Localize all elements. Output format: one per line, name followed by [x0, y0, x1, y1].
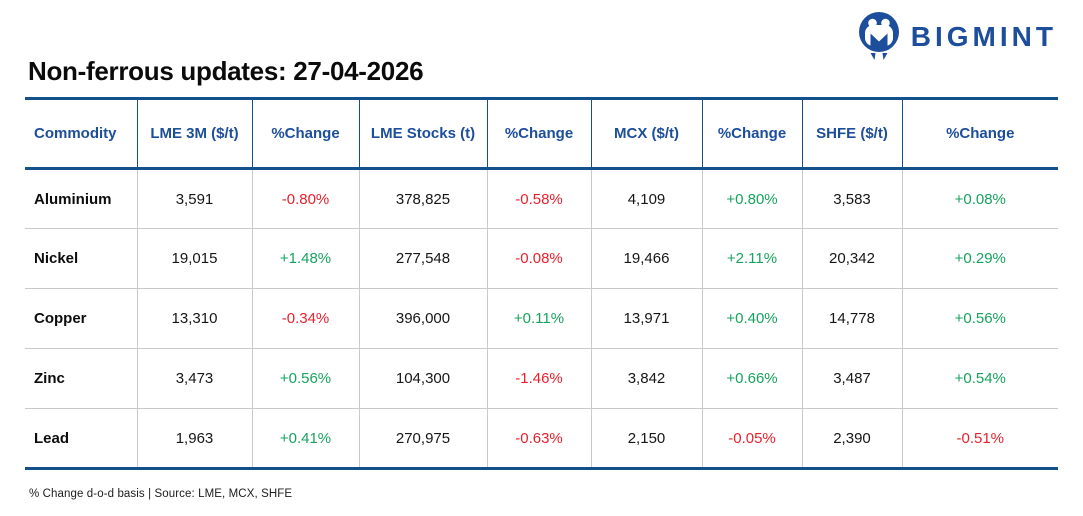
table-row: Copper 13,310 -0.34% 396,000 +0.11% 13,9…	[25, 288, 1058, 349]
brand-logo: BIGMINT	[858, 12, 1057, 62]
column-header-shfe: SHFE ($/t)	[802, 98, 903, 170]
change-cell: -0.08%	[487, 228, 592, 289]
price-cell: 3,842	[591, 348, 703, 409]
column-header-lme-stocks: LME Stocks (t)	[359, 98, 488, 170]
footnote: % Change d-o-d basis | Source: LME, MCX,…	[29, 488, 293, 500]
table-row: Nickel 19,015 +1.48% 277,548 -0.08% 19,4…	[25, 228, 1058, 289]
commodity-cell: Nickel	[25, 228, 138, 289]
header-row: Commodity LME 3M ($/t) %Change LME Stock…	[25, 98, 1058, 170]
change-cell: -0.51%	[902, 408, 1058, 469]
price-cell: 1,963	[137, 408, 253, 469]
change-cell: -0.80%	[252, 168, 360, 229]
change-cell: -0.34%	[252, 288, 360, 349]
commodity-cell: Aluminium	[25, 168, 138, 229]
price-cell: 3,487	[802, 348, 903, 409]
table-row: Lead 1,963 +0.41% 270,975 -0.63% 2,150 -…	[25, 408, 1058, 469]
table-row: Aluminium 3,591 -0.80% 378,825 -0.58% 4,…	[25, 168, 1058, 229]
price-cell: 19,466	[591, 228, 703, 289]
change-cell: -0.63%	[487, 408, 592, 469]
column-header-lme3m: LME 3M ($/t)	[137, 98, 253, 170]
commodity-cell: Zinc	[25, 348, 138, 409]
commodity-cell: Lead	[25, 408, 138, 469]
price-cell: 3,583	[802, 168, 903, 229]
price-cell: 13,971	[591, 288, 703, 349]
price-cell: 104,300	[359, 348, 488, 409]
price-cell: 396,000	[359, 288, 488, 349]
change-cell: +0.80%	[702, 168, 803, 229]
commodity-price-table: Commodity LME 3M ($/t) %Change LME Stock…	[25, 97, 1058, 470]
price-cell: 3,473	[137, 348, 253, 409]
column-header-lme3m-change: %Change	[252, 98, 360, 170]
change-cell: +0.40%	[702, 288, 803, 349]
column-header-mcx-change: %Change	[702, 98, 803, 170]
change-cell: +0.56%	[252, 348, 360, 409]
price-cell: 3,591	[137, 168, 253, 229]
change-cell: +0.56%	[902, 288, 1058, 349]
change-cell: -0.05%	[702, 408, 803, 469]
price-cell: 19,015	[137, 228, 253, 289]
bigmint-logo-icon	[858, 12, 899, 60]
brand-name: BIGMINT	[910, 21, 1057, 52]
price-cell: 14,778	[802, 288, 903, 349]
table-row: Zinc 3,473 +0.56% 104,300 -1.46% 3,842 +…	[25, 348, 1058, 409]
change-cell: +0.08%	[954, 190, 1006, 208]
change-cell: +2.11%	[702, 228, 803, 289]
price-cell: 20,342	[802, 228, 903, 289]
price-cell: 270,975	[359, 408, 488, 469]
page-title: Non-ferrous updates: 27-04-2026	[28, 56, 424, 86]
column-header-stocks-change: %Change	[487, 98, 592, 170]
column-header-mcx: MCX ($/t)	[591, 98, 703, 170]
change-cell: -0.58%	[487, 168, 592, 229]
price-cell: 2,390	[802, 408, 903, 469]
change-cell: -1.46%	[487, 348, 592, 409]
change-cell: +0.11%	[487, 288, 592, 349]
price-cell: 4,109	[591, 168, 703, 229]
change-cell: +0.41%	[252, 408, 360, 469]
commodity-cell: Copper	[25, 288, 138, 349]
price-cell: 378,825	[359, 168, 488, 229]
change-cell: +0.54%	[902, 348, 1058, 409]
change-cell: +0.29%	[902, 228, 1058, 289]
price-cell: 13,310	[137, 288, 253, 349]
price-cell: 2,150	[591, 408, 703, 469]
column-header-commodity: Commodity	[25, 98, 138, 170]
change-cell: +1.48%	[252, 228, 360, 289]
price-cell: 277,548	[359, 228, 488, 289]
column-header-shfe-change: %Change	[902, 98, 1058, 170]
change-cell: +0.66%	[702, 348, 803, 409]
